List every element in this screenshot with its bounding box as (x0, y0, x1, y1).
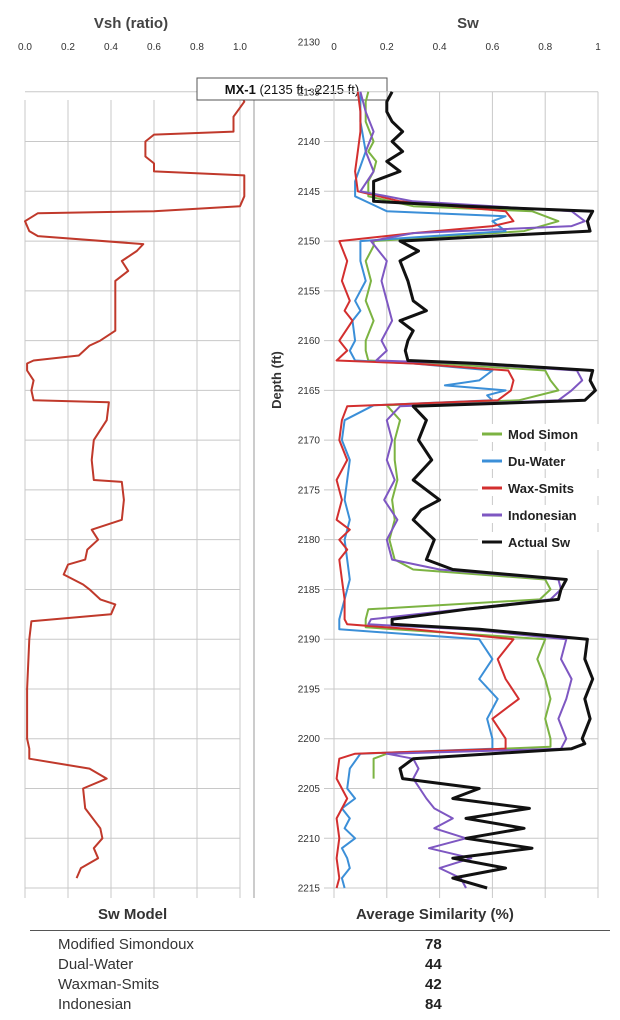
legend-item-bg (478, 505, 606, 523)
legend-item-bg (478, 451, 606, 469)
similarity-table: Sw Model Average Similarity (%) Modified… (0, 896, 620, 1020)
legend-item-bg (478, 478, 606, 496)
depth-tick-label: 2160 (298, 336, 321, 347)
table-row: Modified Simondoux 78 (0, 936, 620, 956)
table-cell-similarity: 78 (425, 936, 442, 953)
table-row: Dual-Water 44 (0, 956, 620, 976)
sw-x-tick-label: 0 (331, 42, 337, 53)
depth-tick-label: 2180 (298, 535, 321, 546)
legend-label: Indonesian (508, 508, 577, 523)
depth-tick-label: 2195 (298, 684, 321, 695)
sw-x-tick-label: 0.8 (538, 42, 552, 53)
depth-tick-label: 2215 (298, 884, 321, 895)
well-annotation: MX-1 (2135 ft - 2215 ft) (196, 77, 388, 101)
depth-tick-label: 2170 (298, 436, 321, 447)
vsh-tick-labels: 0.0 0.2 0.4 0.6 0.8 1.0 (18, 42, 247, 53)
sw-curve-wax-smits (335, 91, 520, 889)
table-row: Indonesian 84 (0, 996, 620, 1016)
depth-tick-label: 2150 (298, 237, 321, 248)
table-cell-model: Indonesian (58, 996, 132, 1013)
sw-x-tick-label: 0.6 (485, 42, 499, 53)
depth-tick-label: 2190 (298, 635, 321, 646)
sw-curve-du-water (338, 91, 507, 889)
legend-label: Wax-Smits (508, 481, 574, 496)
vsh-tick-label: 0.4 (104, 42, 118, 53)
vsh-track: Vsh (ratio) 0.0 0.2 0.4 0.6 0.8 1.0 (18, 15, 255, 898)
depth-tick-label: 2185 (298, 585, 321, 596)
vsh-series (24, 91, 246, 879)
table-cell-model: Dual-Water (58, 956, 134, 973)
vsh-grid (24, 91, 255, 898)
vsh-tick-label: 0.6 (147, 42, 161, 53)
sw-x-tick-label: 1 (595, 42, 601, 53)
legend-label: Actual Sw (508, 535, 571, 550)
depth-tick-label: 2140 (298, 137, 321, 148)
legend-item-bg (478, 424, 606, 442)
table-cell-similarity: 42 (425, 976, 442, 993)
depth-tick-label: 2130 (298, 38, 321, 49)
depth-tick-label: 2175 (298, 485, 321, 496)
depth-tick-label: 2165 (298, 386, 321, 397)
table-divider (30, 930, 610, 931)
sw-x-tick-label: 0.4 (433, 42, 447, 53)
well-name: MX-1 (225, 82, 256, 97)
depth-tick-label: 2135 (298, 87, 321, 98)
table-cell-model: Modified Simondoux (58, 936, 194, 953)
legend-label: Mod Simon (508, 427, 578, 442)
well-depth-range: (2135 ft - 2215 ft) (256, 82, 359, 97)
well-annotation-box (196, 77, 388, 101)
sw-track: Sw Depth (ft) 0 0.2 0.4 0.6 0.8 1 2130 2135 2140… (269, 15, 606, 898)
vsh-tick-label: 0.2 (61, 42, 75, 53)
vsh-tick-label: 0.8 (190, 42, 204, 53)
depth-tick-label: 2205 (298, 784, 321, 795)
depth-tick-label: 2155 (298, 286, 321, 297)
sw-curve-actual-sw (372, 91, 597, 890)
sw-curve-mod-simon (364, 91, 560, 779)
sw-title: Sw (457, 15, 479, 32)
vsh-curve (24, 91, 246, 879)
well-annotation-text: MX-1 (2135 ft - 2215 ft) (225, 82, 359, 97)
sw-grid (324, 91, 599, 898)
table-header-model: Sw Model (98, 906, 168, 923)
sw-legend: Mod Simon Du-Water Wax-Smits Indonesian Actu… (478, 424, 606, 550)
vsh-tick-label: 0.0 (18, 42, 32, 53)
table-row: Waxman-Smits 42 (0, 976, 620, 996)
vsh-title: Vsh (ratio) (94, 15, 168, 32)
vsh-tick-label: 1.0 (233, 42, 247, 53)
depth-tick-label: 2145 (298, 187, 321, 198)
table-cell-similarity: 84 (425, 996, 442, 1013)
sw-series (335, 91, 597, 890)
legend-label: Du-Water (508, 454, 565, 469)
table-header-similarity: Average Similarity (%) (356, 906, 514, 923)
well-log-figure: Vsh (ratio) 0.0 0.2 0.4 0.6 0.8 1.0 MX-1 (213… (18, 15, 606, 898)
depth-tick-label: 2200 (298, 734, 321, 745)
legend-item-bg (478, 532, 606, 550)
table-cell-model: Waxman-Smits (58, 976, 160, 993)
table-cell-similarity: 44 (425, 956, 442, 973)
sw-tick-labels: 0 0.2 0.4 0.6 0.8 1 2130 2135 2140 2145 2150 2155 21… (298, 38, 601, 895)
depth-tick-label: 2210 (298, 834, 321, 845)
depth-axis-label: Depth (ft) (269, 351, 284, 409)
sw-x-tick-label: 0.2 (380, 42, 394, 53)
